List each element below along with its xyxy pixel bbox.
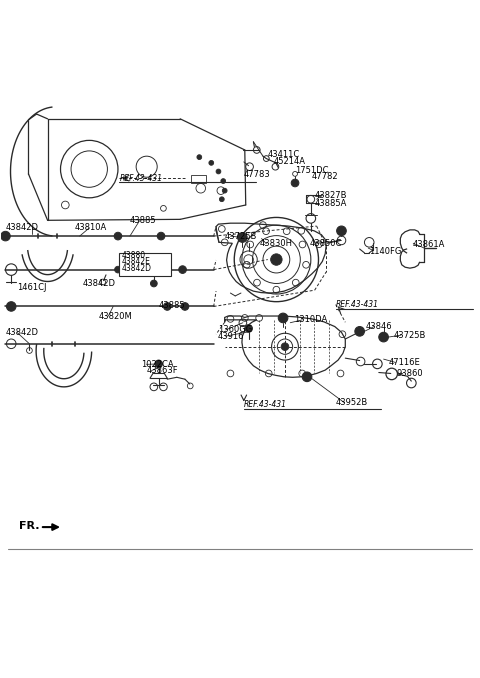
- Circle shape: [336, 226, 346, 236]
- Text: 43842D: 43842D: [5, 222, 38, 231]
- Circle shape: [115, 266, 121, 273]
- Text: 43880: 43880: [129, 254, 156, 264]
- Text: 43846: 43846: [365, 322, 392, 331]
- Circle shape: [216, 169, 221, 174]
- Circle shape: [221, 179, 226, 184]
- Circle shape: [291, 179, 299, 187]
- Text: 1310DA: 1310DA: [295, 315, 328, 324]
- Circle shape: [6, 302, 16, 311]
- Text: 1022CA: 1022CA: [141, 360, 174, 369]
- Text: REF.43-431: REF.43-431: [244, 400, 287, 409]
- Text: 43842D: 43842D: [136, 266, 168, 275]
- Text: 47782: 47782: [312, 172, 338, 181]
- Text: 43725B: 43725B: [393, 331, 426, 340]
- Circle shape: [302, 372, 312, 382]
- Text: 43861A: 43861A: [412, 240, 444, 249]
- Text: 43916: 43916: [218, 332, 244, 340]
- Circle shape: [155, 360, 162, 367]
- Circle shape: [278, 313, 288, 323]
- Text: 1751DC: 1751DC: [295, 165, 328, 174]
- Text: 43885A: 43885A: [314, 199, 347, 207]
- Circle shape: [209, 161, 214, 165]
- Circle shape: [271, 254, 282, 265]
- Text: 43842D: 43842D: [83, 279, 116, 288]
- Circle shape: [238, 233, 247, 242]
- Circle shape: [0, 231, 10, 241]
- Circle shape: [355, 327, 364, 336]
- Text: 47783: 47783: [244, 170, 271, 180]
- Circle shape: [219, 197, 224, 201]
- Text: 43880: 43880: [121, 251, 145, 260]
- Text: 43411C: 43411C: [268, 151, 300, 159]
- Text: REF.43-431: REF.43-431: [336, 300, 379, 309]
- Text: 93860: 93860: [397, 369, 424, 378]
- Circle shape: [379, 332, 388, 342]
- Circle shape: [281, 343, 289, 351]
- Text: 43830H: 43830H: [259, 239, 292, 248]
- Text: FR.: FR.: [19, 521, 39, 531]
- Circle shape: [197, 155, 202, 159]
- Text: 43810A: 43810A: [75, 224, 107, 233]
- Circle shape: [163, 302, 171, 311]
- Text: 43725B: 43725B: [225, 232, 257, 241]
- Circle shape: [179, 266, 186, 273]
- Text: 43863F: 43863F: [147, 366, 178, 375]
- Text: 43842D: 43842D: [5, 328, 38, 337]
- Text: 43842D: 43842D: [121, 264, 151, 273]
- Circle shape: [181, 302, 189, 311]
- Text: 43820M: 43820M: [99, 311, 132, 321]
- Text: 47116E: 47116E: [388, 358, 420, 367]
- Text: 43885: 43885: [130, 216, 156, 225]
- Text: 43885: 43885: [158, 302, 185, 311]
- Circle shape: [114, 233, 122, 240]
- Text: 43842E: 43842E: [136, 261, 168, 270]
- Text: REF.43-431: REF.43-431: [120, 174, 162, 182]
- Text: 1140FG: 1140FG: [369, 247, 402, 256]
- Circle shape: [222, 188, 227, 193]
- Bar: [191, 175, 206, 184]
- Circle shape: [157, 233, 165, 240]
- Text: 1461CJ: 1461CJ: [17, 283, 47, 292]
- Circle shape: [151, 280, 157, 287]
- Text: 43850C: 43850C: [310, 239, 342, 247]
- Text: 43842E: 43842E: [121, 258, 150, 266]
- Text: 45214A: 45214A: [274, 157, 305, 166]
- Circle shape: [245, 325, 252, 332]
- Bar: [120, 253, 171, 276]
- Text: 43827B: 43827B: [314, 191, 347, 200]
- Text: 1360GG: 1360GG: [218, 325, 252, 334]
- Text: 43952B: 43952B: [336, 398, 368, 407]
